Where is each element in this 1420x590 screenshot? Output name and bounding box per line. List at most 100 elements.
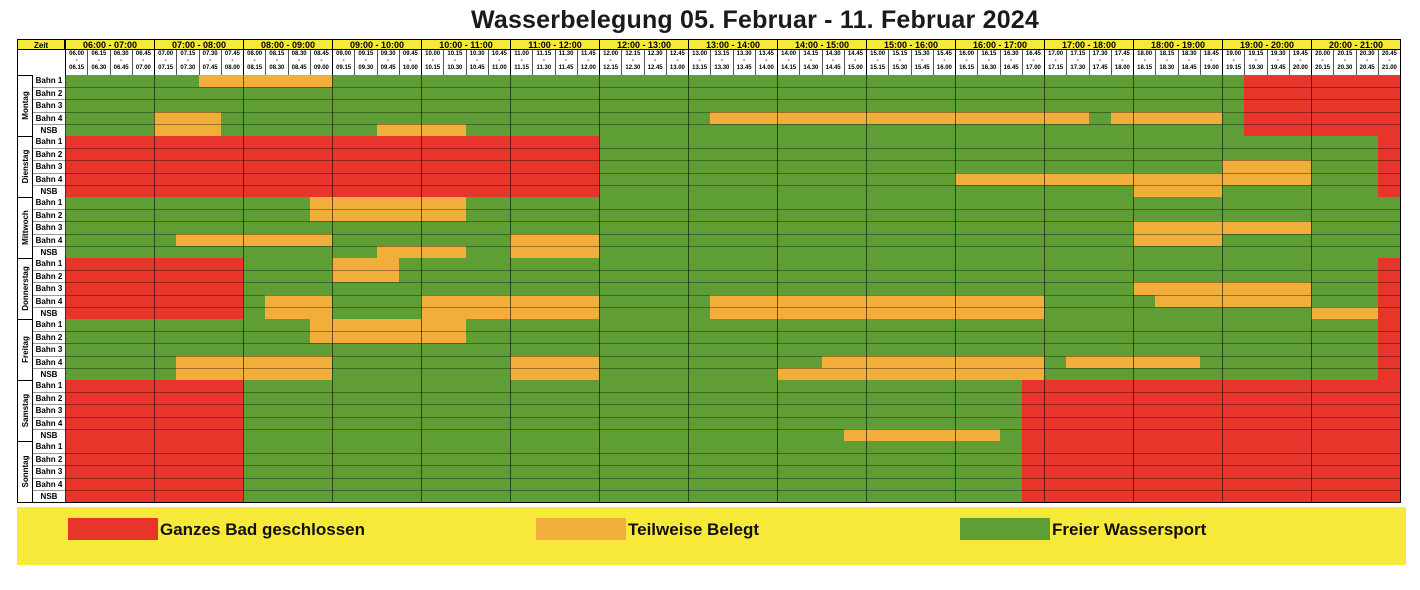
hour-gridline [955,441,956,502]
slot-start: 17.00 [1048,51,1064,57]
lane-label: Bahn 4 [33,172,65,185]
slot-start: 13.30 [736,51,752,57]
slot-start: 10.45 [491,51,507,57]
hour-gridline [1044,75,1045,136]
slot-header: 16.45-17.00 [1021,50,1044,75]
slot-header: 17.45-18.00 [1110,50,1133,75]
hour-gridline [777,380,778,441]
slot-header: 13.30-13.45 [732,50,755,75]
lane-cell-partial [176,233,332,246]
slot-separator: - [498,58,501,64]
lane-cell-free [465,319,1378,332]
slot-header: 18.15-18.30 [1155,50,1178,75]
slot-separator: - [854,58,857,64]
slot-header: 10.15-10.30 [443,50,466,75]
slot-end: 10.15 [425,65,441,71]
lane-label: Bahn 4 [33,355,65,368]
lane-cell-partial [510,367,599,380]
lane-cell-free [65,331,310,344]
slot-header: 09.45-10.00 [398,50,421,75]
day-label: Montag [21,91,30,120]
lane-cell-partial [510,355,599,368]
lane-cell-closed [1244,75,1400,88]
lane-cell-free [1222,111,1245,124]
slot-start: 17.45 [1114,51,1130,57]
slot-header: 20.30-20.45 [1355,50,1378,75]
hour-gridline [1222,75,1223,136]
hour-gridline [688,441,689,502]
slot-separator: - [298,58,301,64]
hour-gridline [1044,380,1045,441]
lane-label: Bahn 3 [33,221,65,234]
lane-cell-free [398,270,1378,283]
slot-separator: - [1366,58,1369,64]
slot-separator: - [943,58,946,64]
slot-separator: - [876,58,879,64]
slot-end: 07.30 [180,65,196,71]
hour-gridline [421,380,422,441]
hour-gridline [243,441,244,502]
slot-separator: - [587,58,590,64]
lane-cell-partial [309,197,466,210]
slot-header: 09.30-09.45 [376,50,399,75]
slot-end: 13.45 [736,65,752,71]
slot-start: 10.15 [447,51,463,57]
slot-start: 14.00 [781,51,797,57]
lane-label: Bahn 1 [33,380,65,393]
slot-end: 12.45 [647,65,663,71]
hour-gridline [955,75,956,136]
lane-cell-free [1088,111,1111,124]
slot-start: 20.30 [1359,51,1375,57]
slot-end: 19.45 [1270,65,1286,71]
hour-gridline [599,380,600,441]
lane-cell-free [599,148,1378,161]
slot-end: 13.00 [669,65,685,71]
slot-start: 14.30 [825,51,841,57]
hour-gridline [65,75,66,136]
slot-header: 09.15-09.30 [354,50,377,75]
slot-header: 17.30-17.45 [1088,50,1111,75]
lane-cell-closed [1021,404,1400,417]
slot-header: 12.45-13.00 [665,50,688,75]
slot-separator: - [787,58,790,64]
slot-separator: - [654,58,657,64]
lane-cell-free [243,306,266,319]
lane-cell-free [220,111,711,124]
slot-start: 20.00 [1315,51,1331,57]
lane-cell-free [243,477,1022,490]
slot-header: 14.15-14.30 [799,50,822,75]
slot-end: 17.30 [1070,65,1086,71]
hour-gridline [599,197,600,258]
hour-gridline [777,319,778,380]
slot-end: 15.00 [847,65,863,71]
slot-start: 06.30 [113,51,129,57]
lane-cell-closed [1021,441,1400,454]
slot-separator: - [476,58,479,64]
slot-start: 13.15 [714,51,730,57]
slot-end: 12.15 [603,65,619,71]
slot-header: 08.30-08.45 [287,50,310,75]
lane-cell-free [999,428,1022,441]
lane-cell-partial [1133,184,1222,197]
slot-separator: - [1054,58,1057,64]
slot-separator: - [1076,58,1079,64]
lane-label: Bahn 4 [33,477,65,490]
slot-header: 15.30-15.45 [910,50,933,75]
slot-header: 06.45-07.00 [131,50,154,75]
hour-gridline [332,136,333,197]
slot-end: 12.30 [625,65,641,71]
slot-header: 19.00-19.15 [1222,50,1245,75]
slot-start: 07.30 [202,51,218,57]
hour-gridline [599,441,600,502]
hour-header: 20:00 - 21:00 [1311,39,1400,50]
legend-label-partial: Teilweise Belegt [628,520,760,539]
slot-separator: - [75,58,78,64]
hour-gridline [1133,75,1134,136]
hour-gridline [866,258,867,319]
slot-header: 15.45-16.00 [932,50,955,75]
hour-gridline [1400,380,1401,441]
lane-cell-partial [309,331,466,344]
slot-start: 11.00 [514,51,529,57]
slot-start: 09.45 [402,51,418,57]
hour-gridline [955,258,956,319]
